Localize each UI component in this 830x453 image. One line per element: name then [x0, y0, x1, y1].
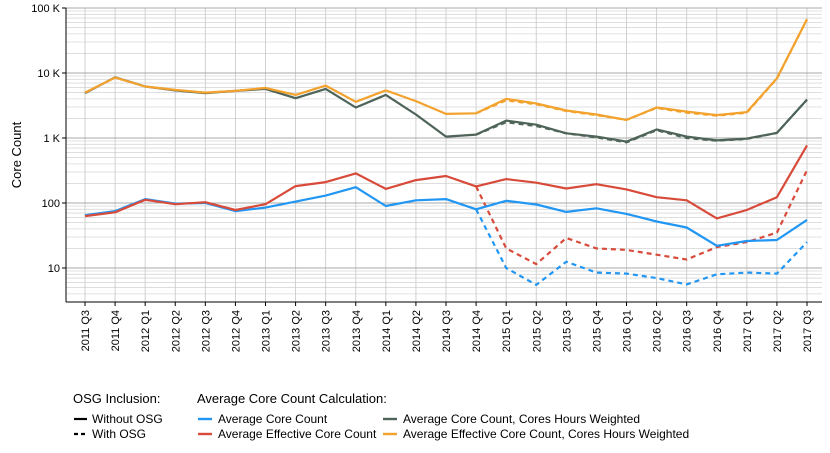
y-tick-label: 10 K — [37, 68, 60, 80]
x-tick-label: 2012 Q4 — [230, 310, 242, 352]
y-tick-labels: 10 100 1 K 10 K 100 K — [31, 3, 60, 275]
x-tick-label: 2013 Q3 — [321, 310, 333, 352]
x-tick-label: 2012 Q1 — [140, 310, 152, 352]
x-tick-label: 2012 Q2 — [170, 310, 182, 352]
y-tick-label: 1 K — [43, 133, 60, 145]
x-tick-label: 2011 Q4 — [110, 310, 122, 351]
legend-osg-title: OSG Inclusion: — [73, 391, 160, 406]
series-line — [475, 18, 808, 121]
x-tick-label: 2014 Q1 — [381, 310, 393, 352]
y-tick-label: 10 — [48, 263, 60, 275]
gridlines — [66, 7, 822, 303]
x-tick-label: 2015 Q2 — [531, 310, 543, 352]
legend-osg-label: Without OSG — [92, 412, 163, 426]
x-tick-label: 2015 Q3 — [561, 310, 573, 352]
legend-series-label: Average Effective Core Count — [218, 427, 377, 441]
x-tick-label: 2014 Q3 — [441, 310, 453, 352]
axes — [62, 7, 822, 306]
y-axis-title: Core Count — [9, 121, 24, 188]
y-tick-label: 100 — [42, 198, 60, 210]
x-tick-label: 2014 Q4 — [471, 310, 483, 352]
x-tick-label: 2016 Q2 — [652, 310, 664, 352]
legend: OSG Inclusion: Average Core Count Calcul… — [73, 391, 689, 441]
x-tick-label: 2017 Q2 — [772, 310, 784, 352]
series-line — [475, 208, 808, 286]
x-tick-label: 2015 Q4 — [591, 310, 603, 352]
x-tick-label: 2017 Q3 — [802, 310, 814, 352]
legend-series-label: Average Core Count — [218, 412, 328, 426]
legend-series-label: Average Core Count, Cores Hours Weighted — [403, 412, 640, 426]
series-line — [84, 18, 808, 121]
x-tick-label: 2016 Q3 — [682, 310, 694, 352]
x-tick-labels: 2011 Q3 2011 Q4 2012 Q1 2012 Q2 2012 Q3 2012 … — [80, 310, 814, 352]
series-lines — [84, 18, 808, 286]
x-tick-label: 2016 Q4 — [712, 310, 724, 352]
x-tick-label: 2017 Q1 — [742, 310, 754, 352]
x-tick-label: 2016 Q1 — [622, 310, 634, 352]
x-tick-label: 2014 Q2 — [411, 310, 423, 352]
x-tick-label: 2013 Q1 — [261, 310, 273, 352]
x-tick-label: 2015 Q1 — [501, 310, 513, 352]
series-line — [84, 144, 808, 220]
x-tick-label: 2012 Q3 — [200, 310, 212, 352]
x-tick-label: 2013 Q2 — [291, 310, 303, 352]
legend-series-label: Average Effective Core Count, Cores Hour… — [403, 427, 689, 441]
legend-osg-label: With OSG — [92, 427, 146, 441]
legend-calc-title: Average Core Count Calculation: — [197, 391, 387, 406]
y-tick-label: 100 K — [31, 3, 60, 15]
x-tick-label: 2013 Q4 — [351, 310, 363, 352]
x-tick-label: 2011 Q3 — [80, 310, 92, 351]
